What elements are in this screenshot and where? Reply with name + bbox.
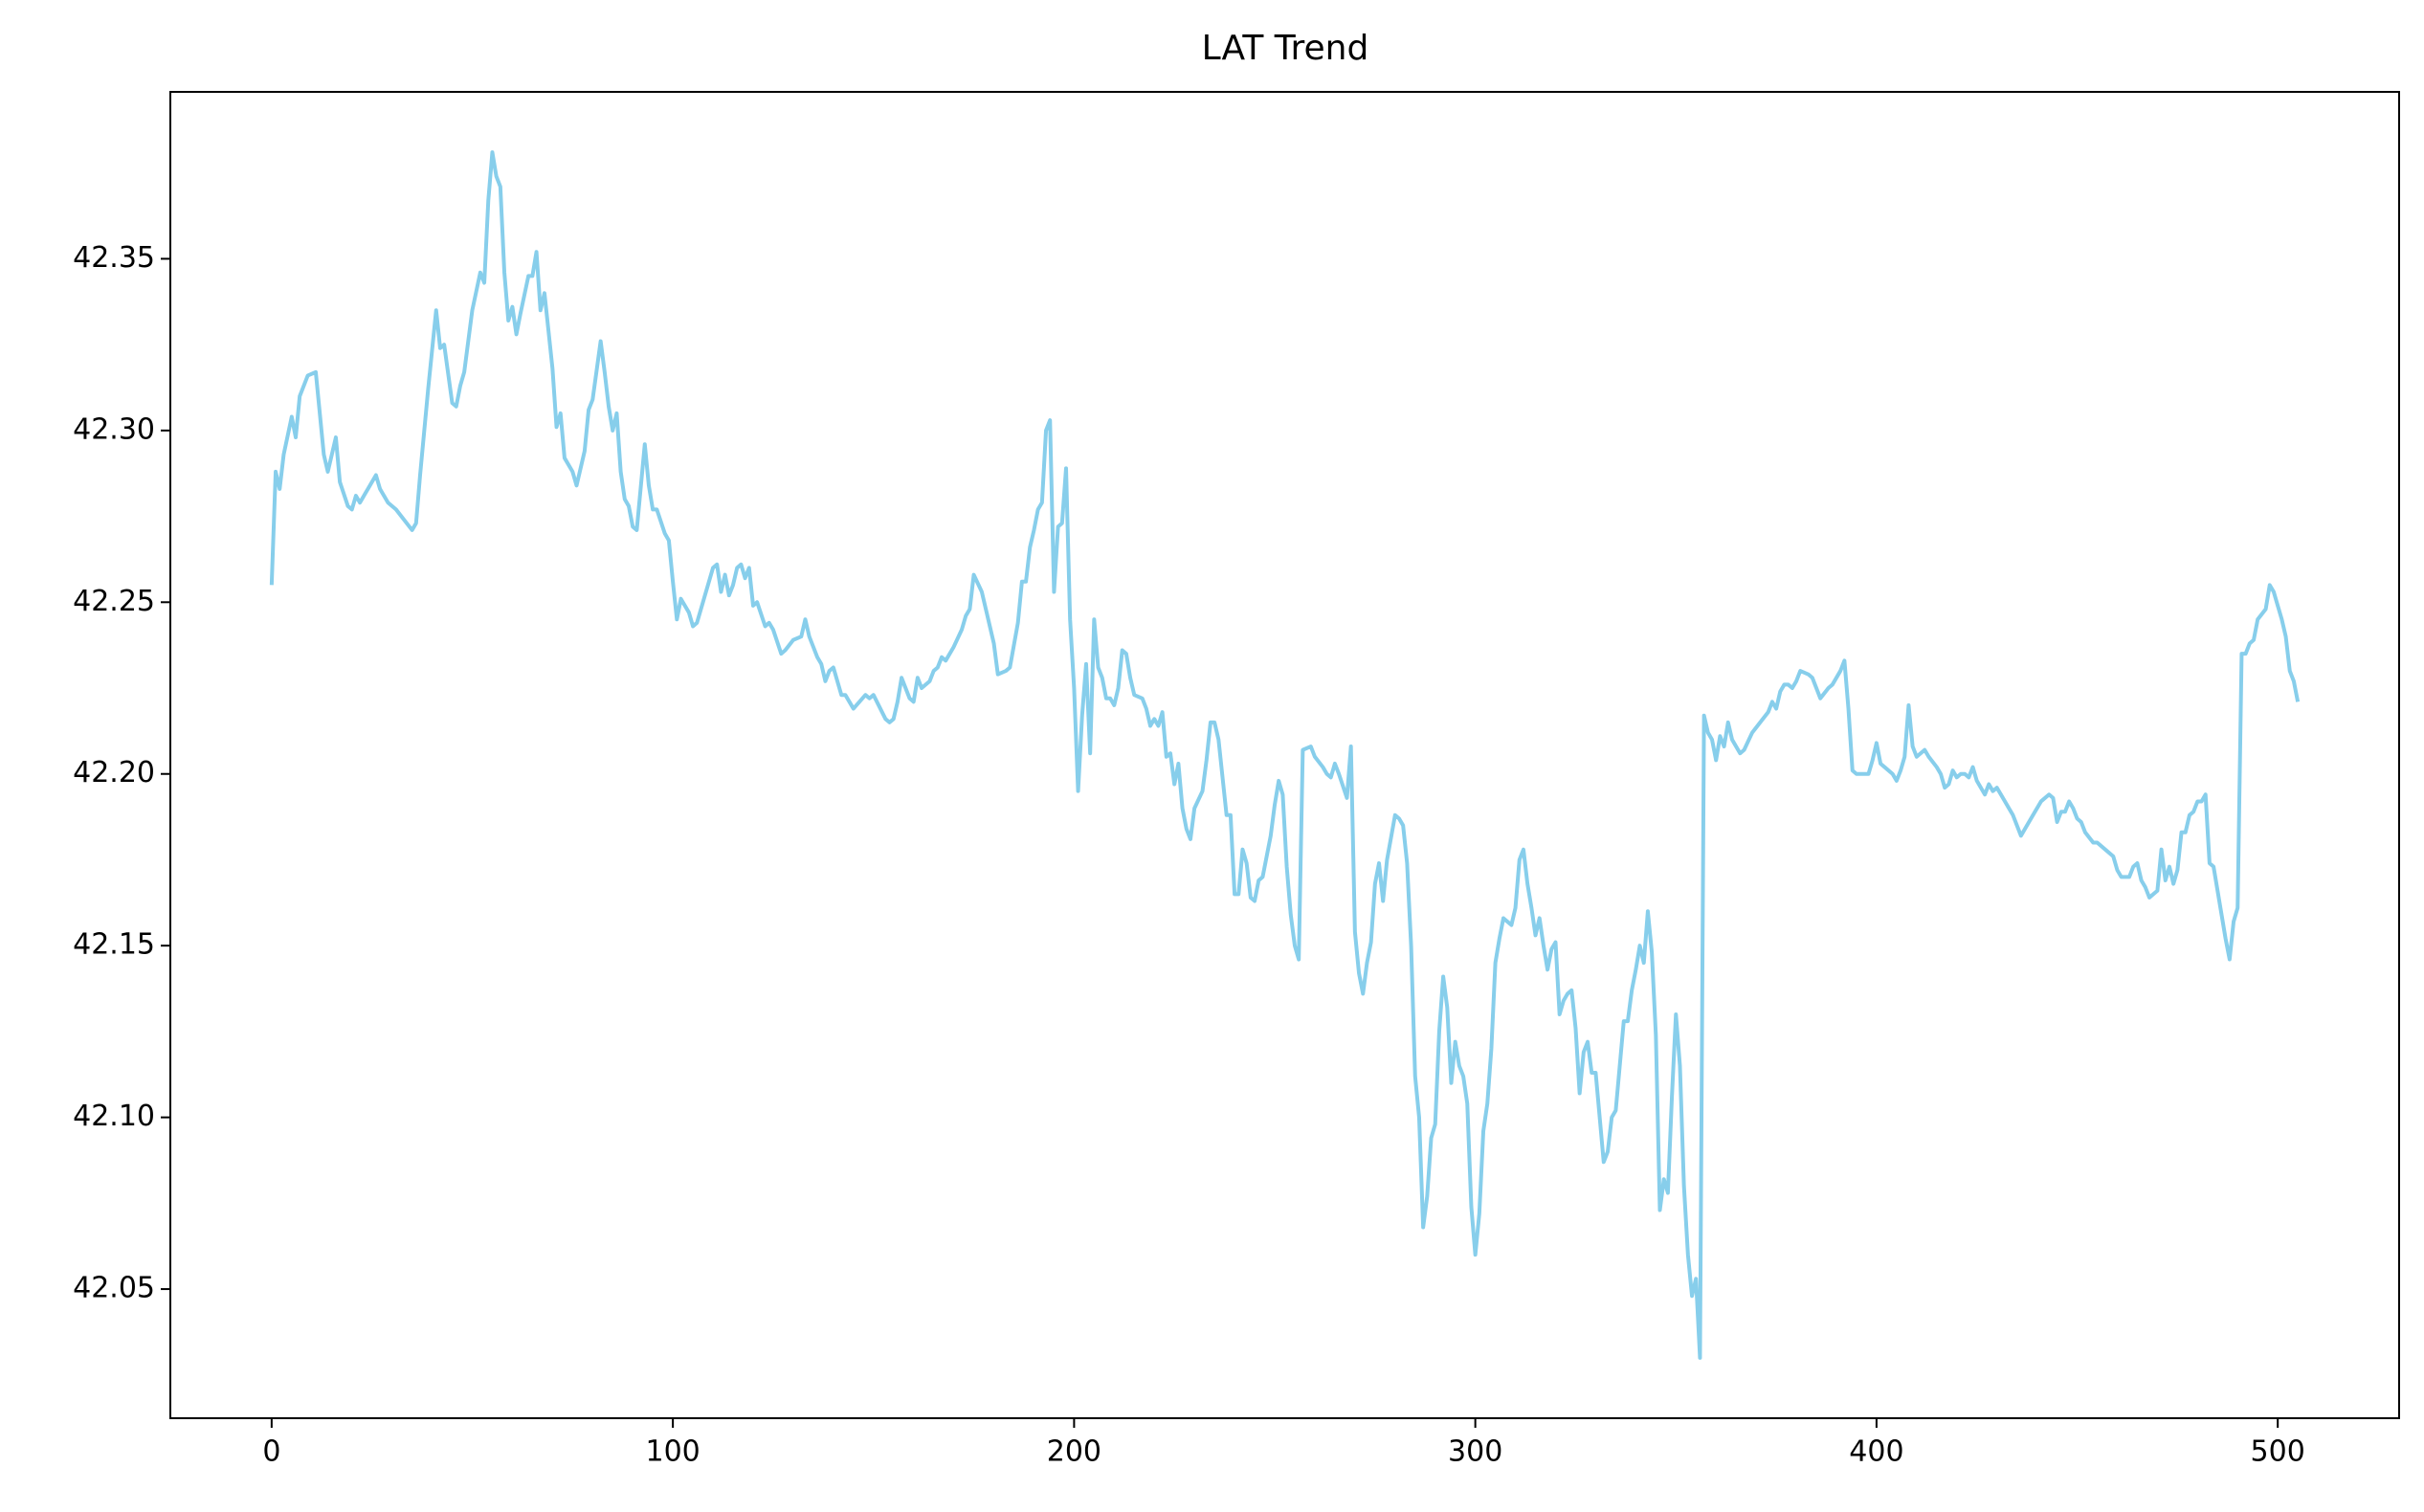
- x-tick-label: 0: [262, 1435, 280, 1469]
- y-tick-label: 42.05: [73, 1272, 155, 1305]
- x-tick-label: 400: [1849, 1435, 1903, 1469]
- plot-frame: [169, 91, 2400, 1419]
- x-tick-label: 200: [1047, 1435, 1101, 1469]
- y-tick-label: 42.20: [73, 756, 155, 789]
- y-tick-label: 42.15: [73, 928, 155, 962]
- y-tick-label: 42.25: [73, 585, 155, 618]
- y-tick-label: 42.35: [73, 241, 155, 275]
- x-tick-label: 500: [2251, 1435, 2305, 1469]
- y-tick-label: 42.30: [73, 412, 155, 446]
- chart-title: LAT Trend: [1202, 29, 1369, 68]
- x-tick-label: 100: [645, 1435, 700, 1469]
- data-line: [269, 150, 2301, 1360]
- x-tick-label: 300: [1448, 1435, 1502, 1469]
- y-tick-label: 42.10: [73, 1100, 155, 1133]
